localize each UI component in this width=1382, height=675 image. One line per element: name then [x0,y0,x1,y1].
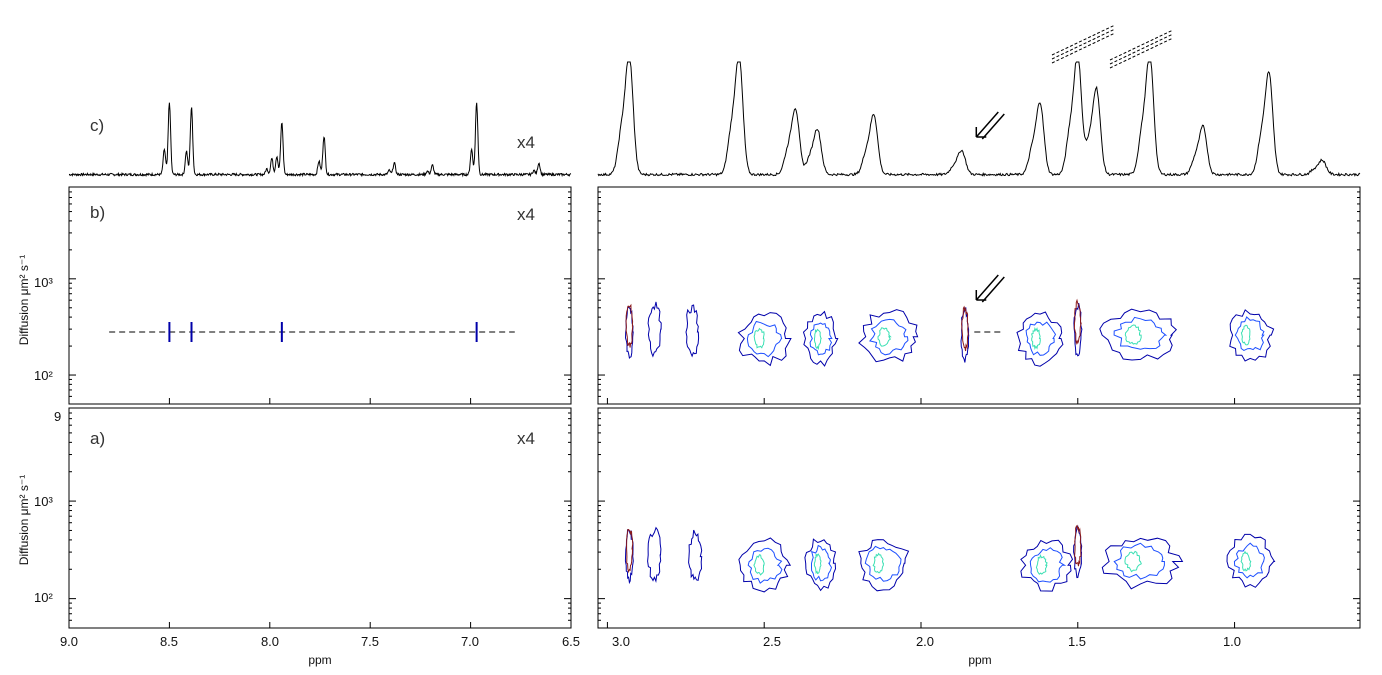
break-mark-0-1 [1051,28,1116,60]
left-xtick-6.5: 6.5 [562,634,580,649]
a-contour-mid-5 [864,545,902,582]
b-contour-mid-5 [868,318,909,356]
break-mark-0-2 [1051,32,1116,64]
b-contour-peak-8 [1073,298,1082,346]
left-xtick-7.5: 7.5 [361,634,379,649]
a-contour-outer-1 [647,526,662,584]
panel-a-ytick-100: 10² [34,590,53,605]
a-contour-outer-4 [804,538,837,592]
a-contour-outer-3 [738,537,792,593]
b-contour-inner-10 [1240,324,1251,346]
b-contour-inner-3 [753,327,765,349]
panel-b-left-frame [68,186,572,405]
a-contour-outer-8 [1101,537,1184,590]
a-contour-mid-8 [1113,542,1165,580]
panel-b-label: b) [90,203,105,222]
a-contour-outer-5 [858,539,910,592]
panel-a-scale-note: x4 [517,429,535,448]
arrow-0-b [981,113,1005,140]
a-contour-mid-9 [1233,542,1265,579]
a-contour-outer-0 [624,529,634,585]
b-contour-outer-2 [685,304,700,358]
panel-a-left-frame [68,407,572,629]
b-contour-outer-7 [1016,311,1064,367]
b-contour-peak-6 [961,305,969,352]
b-contour-mid-3 [746,320,783,358]
right-xtick-1.0: 1.0 [1223,634,1241,649]
b-contour-mid-9 [1113,316,1168,350]
right-xtick-2.0: 2.0 [916,634,934,649]
b-contour-mid-4 [809,322,833,356]
panel-a-right-frame [597,407,1361,629]
panel-b-scale-note: x4 [517,205,535,224]
panel-c-label: c) [90,116,104,135]
panel-b-ytick-100: 10² [34,368,53,383]
left-xtick-8.5: 8.5 [160,634,178,649]
left-xtick-8.0: 8.0 [261,634,279,649]
spectrum-c-left [68,102,572,178]
a-contour-inner-4 [813,553,822,575]
b-contour-mid-7 [1025,321,1057,356]
a-contour-inner-8 [1124,550,1142,573]
b-contour-inner-9 [1124,324,1142,345]
left-xtick-9.0: 9.0 [60,634,78,649]
a-contour-mid-3 [747,547,783,584]
panel-a-ytick-1000: 10³ [34,494,53,509]
b-contour-outer-3 [737,312,792,367]
diffusion-contours [624,298,1276,593]
a-contour-inner-9 [1240,550,1252,572]
left-xlabel: ppm [308,653,331,667]
panel-c-scale-note: x4 [517,133,535,152]
a-contour-inner-5 [872,552,884,574]
b-contour-outer-4 [802,310,839,367]
b-contour-inner-7 [1030,327,1041,350]
a-contour-peak-7 [1074,524,1082,567]
b-contour-inner-5 [877,327,892,347]
b-contour-outer-9 [1099,308,1178,361]
a-contour-mid-4 [810,544,833,582]
b-contour-outer-5 [858,309,919,363]
panel-b-ylabel: Diffusion μm² s⁻¹ [17,255,31,345]
panel-a-ytick-9: 9 [54,409,61,424]
panel-a-label: a) [90,429,105,448]
break-mark-1-0 [1109,29,1174,61]
break-mark-1-1 [1109,33,1174,65]
a-contour-outer-9 [1226,533,1276,588]
b-contour-outer-10 [1229,309,1275,362]
a-contour-inner-3 [753,554,765,576]
panel-b-right-frame [597,186,1361,405]
arrow-1-b [981,276,1005,303]
spectrum-c-left-trace [68,102,572,178]
a-contour-peak-0 [626,528,634,574]
axis-ticks [68,191,1360,628]
panel-a-ylabel: Diffusion μm² s⁻¹ [17,475,31,565]
annotations [109,24,1174,343]
right-xtick-2.5: 2.5 [763,634,781,649]
a-contour-inner-6 [1035,553,1048,575]
a-contour-outer-2 [688,529,703,582]
b-contour-peak-0 [625,303,634,348]
break-mark-1-2 [1109,37,1174,69]
panel-b-ytick-1000: 10³ [34,275,53,290]
b-contour-mid-10 [1234,316,1265,351]
right-xtick-1.5: 1.5 [1068,634,1086,649]
a-contour-mid-6 [1029,547,1067,583]
b-contour-outer-1 [647,301,662,358]
spectrum-c-right [597,61,1361,177]
break-mark-0-0 [1051,24,1116,56]
right-xlabel: ppm [968,653,991,667]
a-contour-outer-6 [1020,539,1074,592]
spectrum-c-right-trace [597,61,1361,177]
b-contour-inner-4 [814,328,822,351]
right-xtick-3.0: 3.0 [612,634,630,649]
left-xtick-7.0: 7.0 [461,634,479,649]
